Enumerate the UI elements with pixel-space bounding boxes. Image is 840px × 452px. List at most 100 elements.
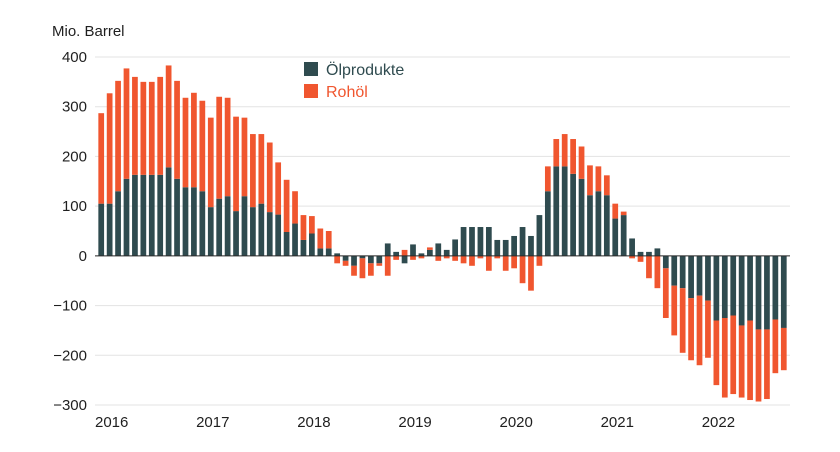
bar-rohoel (646, 255, 652, 279)
bar-oelprodukte (123, 178, 130, 256)
bar-rohoel (671, 285, 678, 336)
bar-rohoel (747, 320, 753, 401)
bar-rohoel (132, 76, 138, 175)
bar-oelprodukte (174, 178, 180, 256)
bar-oelprodukte (519, 227, 526, 256)
bar-rohoel (410, 255, 416, 260)
x-tick-label: 2022 (702, 414, 735, 431)
bar-rohoel (738, 325, 745, 398)
bar-rohoel (351, 265, 357, 276)
y-axis-title: Mio. Barrel (52, 23, 125, 40)
bars (98, 65, 787, 402)
y-tick-labels: 400 300 200 100 0 −100 −200 −300 (53, 49, 87, 414)
bar-oelprodukte (485, 227, 492, 256)
bar-rohoel (292, 191, 298, 224)
bar-oelprodukte (275, 214, 282, 256)
bar-rohoel (182, 97, 189, 188)
bar-rohoel (511, 255, 517, 269)
bar-rohoel (342, 260, 349, 266)
bar-oelprodukte (258, 203, 265, 256)
bar-oelprodukte (452, 239, 459, 256)
bar-oelprodukte (671, 255, 678, 286)
x-tick-label: 2018 (297, 414, 330, 431)
bar-rohoel (435, 255, 442, 261)
bar-oelprodukte (250, 207, 256, 256)
y-tick-label: 200 (62, 148, 87, 165)
bar-rohoel (98, 113, 105, 204)
bar-rohoel (688, 298, 694, 361)
bar-oelprodukte (115, 191, 121, 256)
bar-oelprodukte (502, 239, 509, 256)
bar-oelprodukte (578, 178, 585, 256)
bar-oelprodukte (342, 255, 349, 261)
bar-rohoel (165, 65, 172, 168)
bar-oelprodukte (106, 203, 113, 256)
y-tick-label: 300 (62, 99, 87, 116)
bar-oelprodukte (148, 174, 155, 256)
bar-oelprodukte (140, 174, 147, 256)
legend-label-oelprodukte: Ölprodukte (326, 61, 404, 79)
bar-rohoel (629, 255, 635, 259)
bar-rohoel (553, 139, 560, 167)
bar-rohoel (258, 134, 265, 204)
bar-oelprodukte (393, 251, 400, 256)
bar-oelprodukte (469, 227, 475, 256)
bar-oelprodukte (553, 166, 560, 256)
bar-rohoel (250, 134, 256, 208)
bar-oelprodukte (561, 166, 568, 256)
bar-oelprodukte (157, 174, 164, 256)
bar-oelprodukte (292, 223, 298, 256)
bar-oelprodukte (368, 255, 374, 264)
bar-oelprodukte (587, 195, 593, 256)
bar-rohoel (359, 258, 366, 279)
bar-rohoel (384, 255, 391, 276)
bar-oelprodukte (401, 255, 408, 264)
bar-rohoel (199, 100, 206, 192)
bar-oelprodukte (309, 233, 315, 256)
bar-oelprodukte (679, 255, 686, 289)
bar-rohoel (755, 329, 762, 402)
bar-oelprodukte (410, 244, 416, 256)
bar-oelprodukte (443, 249, 450, 256)
bar-oelprodukte (224, 196, 231, 256)
bar-rohoel (494, 255, 501, 259)
bar-oelprodukte (544, 191, 551, 256)
bar-oelprodukte (730, 255, 737, 316)
bar-rohoel (207, 117, 214, 208)
bar-rohoel (587, 165, 593, 196)
bar-rohoel (713, 320, 720, 386)
bar-rohoel (637, 255, 644, 262)
legend-label-rohoel: Rohöl (326, 84, 368, 101)
bar-rohoel (612, 203, 619, 219)
bar-rohoel (393, 255, 400, 260)
bar-oelprodukte (603, 195, 610, 256)
bar-rohoel (123, 68, 130, 179)
bar-rohoel (283, 179, 290, 232)
x-tick-labels: 2016 2017 2018 2019 2020 2021 2022 (95, 414, 735, 431)
bar-oelprodukte (98, 203, 105, 256)
bar-oelprodukte (721, 255, 728, 318)
bar-oelprodukte (460, 227, 467, 256)
bar-oelprodukte (738, 255, 745, 326)
bar-oelprodukte (216, 198, 223, 256)
bar-oelprodukte (182, 187, 189, 256)
x-tick-label: 2021 (601, 414, 634, 431)
bar-rohoel (275, 162, 282, 215)
bar-rohoel (460, 255, 467, 264)
bar-oelprodukte (494, 239, 501, 256)
bar-rohoel (485, 255, 492, 271)
bar-rohoel (561, 134, 568, 167)
bar-oelprodukte (384, 243, 391, 256)
bar-oelprodukte (132, 174, 138, 256)
bar-oelprodukte (426, 249, 433, 256)
bar-oelprodukte (376, 255, 383, 264)
bar-rohoel (401, 249, 408, 256)
bar-oelprodukte (705, 255, 711, 301)
bar-rohoel (780, 327, 787, 371)
bar-oelprodukte (359, 255, 366, 259)
legend-swatch-rohoel (304, 84, 318, 98)
bar-rohoel (469, 255, 475, 266)
bar-rohoel (477, 255, 484, 259)
bar-oelprodukte (654, 248, 661, 256)
